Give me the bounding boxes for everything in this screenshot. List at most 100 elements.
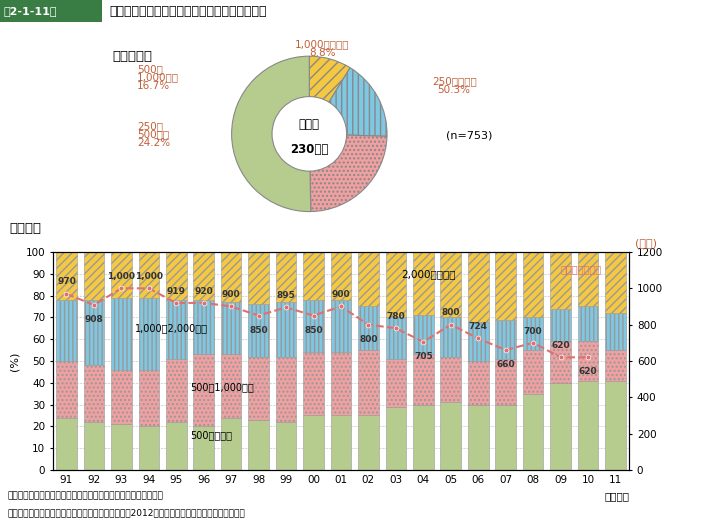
Bar [550,341,571,383]
Bar [468,322,489,361]
Text: 800: 800 [359,334,378,343]
Bar [385,407,406,470]
Bar [84,422,104,470]
Bar [441,356,461,402]
Bar [303,300,324,352]
Bar [221,417,241,470]
Text: 908: 908 [84,315,103,324]
Bar [111,252,131,298]
Bar [276,422,297,470]
Text: 500～1,000万円: 500～1,000万円 [190,382,254,392]
Text: 2,000万円以上: 2,000万円以上 [401,269,456,279]
Bar [56,300,77,361]
Text: 230万円: 230万円 [290,143,328,156]
Text: 24.2%: 24.2% [137,138,170,148]
Y-axis label: (%): (%) [10,351,20,371]
Text: 1,000万円以上: 1,000万円以上 [295,39,350,49]
Text: 1,000万円: 1,000万円 [137,72,179,82]
Bar [56,361,77,417]
Bar [84,300,104,365]
Text: 920: 920 [194,287,213,296]
Bar [523,317,543,350]
Bar [111,370,131,424]
Bar [166,422,186,470]
Bar [193,426,214,470]
Bar [248,304,269,356]
Bar [468,252,489,322]
Text: （注）　開業時に準備した自己資金額については、2012年度新規開業実態調査を用いている。: （注） 開業時に準備した自己資金額については、2012年度新規開業実態調査を用い… [7,508,245,517]
Bar [84,365,104,422]
Bar [550,252,571,309]
Bar [303,252,324,300]
Bar [413,354,434,404]
Text: 16.7%: 16.7% [137,81,170,91]
Wedge shape [309,56,350,102]
Bar [605,350,626,381]
Text: 1,000～2,000万円: 1,000～2,000万円 [135,323,208,333]
Text: 850: 850 [304,326,323,334]
Text: 50.3%: 50.3% [437,85,470,95]
Bar [248,252,269,304]
Bar [276,356,297,422]
Text: 1,000: 1,000 [135,272,163,281]
Bar [248,356,269,420]
Text: 620: 620 [551,341,570,350]
Bar [496,252,516,320]
Bar [330,300,352,352]
Bar [441,252,461,317]
Text: 500万円未満: 500万円未満 [190,430,232,440]
Bar [221,302,241,354]
Text: 895: 895 [276,291,295,300]
Bar [496,320,516,359]
Text: 620: 620 [579,368,598,376]
Bar [221,354,241,417]
Bar [276,252,297,302]
Bar [358,415,379,470]
Bar [578,307,598,341]
Text: 900: 900 [222,290,240,299]
Text: (万円): (万円) [635,238,657,248]
Bar [138,298,159,370]
Text: 開業時に準備した自己資金額と開業費用の推移: 開業時に準備した自己資金額と開業費用の推移 [109,5,266,17]
Text: 780: 780 [387,312,405,321]
Bar [358,252,379,307]
Wedge shape [310,135,387,212]
Text: 開業費用: 開業費用 [10,222,41,235]
Bar [84,252,104,300]
Bar [523,394,543,470]
Bar [193,354,214,426]
Text: 第2-1-11図: 第2-1-11図 [4,6,57,16]
Text: 800: 800 [441,308,460,317]
Bar [166,359,186,422]
Bar [441,317,461,356]
Bar [496,359,516,404]
Bar [193,300,214,354]
Bar [358,307,379,350]
Wedge shape [231,56,311,212]
Bar [441,402,461,470]
Bar [578,341,598,381]
Bar [166,252,186,300]
Bar [303,415,324,470]
Bar [578,252,598,307]
Text: 724: 724 [469,322,488,331]
Bar [523,252,543,317]
Wedge shape [329,68,387,136]
Bar [385,252,406,317]
Text: 919: 919 [167,287,186,296]
Bar [330,252,352,300]
Bar [413,315,434,354]
Bar [193,252,214,300]
Bar [550,383,571,470]
Text: 250万円未満: 250万円未満 [432,76,477,86]
Bar [56,417,77,470]
Text: 660: 660 [496,360,515,369]
Text: 970: 970 [57,278,76,287]
Text: 900: 900 [332,290,350,299]
Bar [0,0,102,22]
Bar [138,426,159,470]
Bar [111,298,131,370]
Text: 中央値: 中央値 [299,118,320,131]
Bar [303,352,324,415]
Text: 中央値（右軸）: 中央値（右軸） [560,264,602,274]
